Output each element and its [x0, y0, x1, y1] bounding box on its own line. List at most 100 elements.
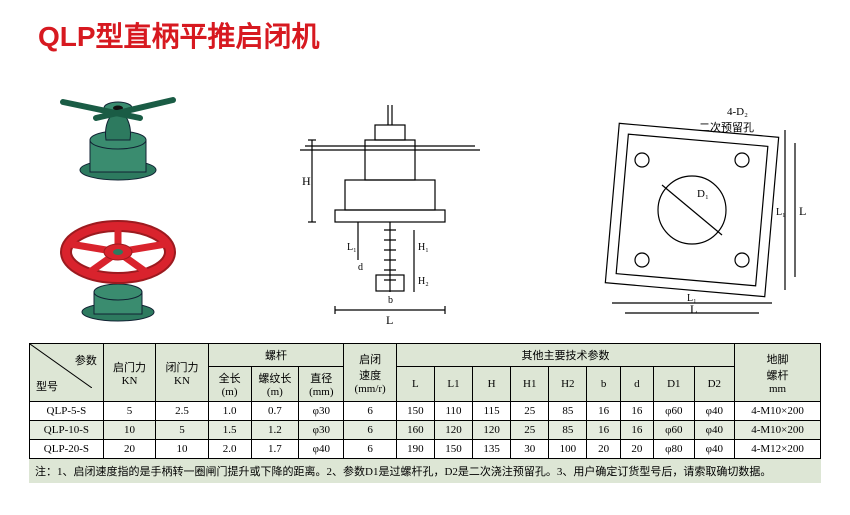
hdr-sub-H1: H1 [511, 367, 549, 402]
cell-thread: 1.7 [251, 440, 299, 459]
table-row: QLP-10-S1051.51.2φ30616012012025851616φ6… [30, 421, 821, 440]
cell-start: 10 [103, 421, 155, 440]
hdr-speed: 启闭 [359, 354, 381, 366]
cell-b: 16 [587, 421, 620, 440]
hdr-anchor: 地脚 [767, 354, 789, 366]
cell-anchor: 4-M10×200 [735, 402, 821, 421]
engineering-drawing-top: 4-D₂ 二次预留孔 D₁ L₁ L L₁ L [582, 85, 812, 315]
cell-D1: φ60 [654, 421, 695, 440]
cell-H1: 25 [511, 402, 549, 421]
product-photos [38, 70, 198, 330]
dim-H1: H₁ [418, 242, 429, 253]
hdr-thread-u: (m) [267, 386, 283, 398]
hdr-anchor-u: mm [769, 383, 786, 395]
figures-row: H L₁ H₁ H₂ d b L 4-D₂ 二次预留孔 [0, 65, 850, 335]
photo-straight-handle [38, 70, 198, 190]
table-row: QLP-20-S20102.01.7φ406190150135301002020… [30, 440, 821, 459]
cell-d: 16 [620, 402, 653, 421]
cell-d: 16 [620, 421, 653, 440]
dim-b: b [388, 295, 393, 306]
cell-speed: 6 [344, 440, 396, 459]
dim-H2: H₂ [418, 276, 429, 287]
hdr-sub-H2: H2 [549, 367, 587, 402]
footnote: 注：1、启闭速度指的是手柄转一圈闸门提升或下降的距离。2、参数D1是过螺杆孔，D… [29, 459, 821, 483]
spec-table: 参数 型号 启门力KN 闭门力KN 螺杆 启闭速度(mm/r) 其他主要技术参数… [29, 343, 821, 459]
cell-model: QLP-10-S [30, 421, 104, 440]
engineering-drawing-elevation: H L₁ H₁ H₂ d b L [198, 70, 582, 330]
hdr-close-u: KN [174, 375, 190, 387]
cell-L: 190 [396, 440, 434, 459]
cell-d: 20 [620, 440, 653, 459]
hdr-len: 全长 [219, 373, 241, 385]
hdr-speed-u: (mm/r) [355, 383, 386, 395]
cell-L: 150 [396, 402, 434, 421]
cell-start: 5 [103, 402, 155, 421]
cell-thread: 1.2 [251, 421, 299, 440]
cell-model: QLP-20-S [30, 440, 104, 459]
cell-len: 1.5 [208, 421, 251, 440]
cell-D2: φ40 [694, 402, 735, 421]
hdr-thread: 螺纹长 [258, 373, 291, 385]
cell-L1: 110 [434, 402, 472, 421]
cell-speed: 6 [344, 421, 396, 440]
dim-reserved: 二次预留孔 [699, 120, 754, 134]
cell-H2: 100 [549, 440, 587, 459]
dim-Lr: L [799, 204, 806, 218]
hdr-start-u: KN [122, 375, 138, 387]
hdr-start: 启门力 [113, 362, 146, 374]
cell-anchor: 4-M12×200 [735, 440, 821, 459]
hdr-sub-L1: L1 [434, 367, 472, 402]
dim-L1r: L₁ [776, 207, 786, 218]
hdr-sub-b: b [587, 367, 620, 402]
hdr-screw: 螺杆 [208, 344, 344, 367]
cell-len: 2.0 [208, 440, 251, 459]
dim-Lb: L [690, 302, 697, 315]
cell-H: 115 [473, 402, 511, 421]
hdr-dia-u: (mm) [309, 386, 333, 398]
hdr-sub-d: d [620, 367, 653, 402]
cell-dia: φ30 [299, 421, 344, 440]
photo-wheel-handle [38, 200, 198, 330]
dim-H: H [302, 174, 311, 188]
dim-D1: D₁ [697, 188, 709, 200]
cell-b: 20 [587, 440, 620, 459]
cell-D2: φ40 [694, 421, 735, 440]
dim-d: d [358, 262, 363, 273]
cell-D2: φ40 [694, 440, 735, 459]
cell-len: 1.0 [208, 402, 251, 421]
table-row: QLP-5-S52.51.00.7φ30615011011525851616φ6… [30, 402, 821, 421]
page-title: QLP型直柄平推启闭机 [0, 0, 850, 65]
cell-dia: φ30 [299, 402, 344, 421]
cell-H1: 30 [511, 440, 549, 459]
cell-close: 10 [156, 440, 208, 459]
hdr-sub-D2: D2 [694, 367, 735, 402]
cell-start: 20 [103, 440, 155, 459]
cell-close: 2.5 [156, 402, 208, 421]
hdr-sub-D1: D1 [654, 367, 695, 402]
dim-4D2: 4-D₂ [727, 106, 748, 118]
cell-H1: 25 [511, 421, 549, 440]
hdr-len-u: (m) [222, 386, 238, 398]
cell-L: 160 [396, 421, 434, 440]
cell-dia: φ40 [299, 440, 344, 459]
hdr-close: 闭门力 [165, 362, 198, 374]
cell-H2: 85 [549, 402, 587, 421]
dim-L: L [386, 313, 393, 327]
cell-D1: φ60 [654, 402, 695, 421]
hdr-anchor2: 螺杆 [767, 370, 789, 382]
cell-L1: 150 [434, 440, 472, 459]
cell-L1: 120 [434, 421, 472, 440]
cell-H: 135 [473, 440, 511, 459]
cell-model: QLP-5-S [30, 402, 104, 421]
hdr-dia: 直径 [310, 373, 332, 385]
cell-anchor: 4-M10×200 [735, 421, 821, 440]
cell-speed: 6 [344, 402, 396, 421]
cell-H: 120 [473, 421, 511, 440]
hdr-speed2: 速度 [359, 370, 381, 382]
hdr-sub-H: H [473, 367, 511, 402]
cell-b: 16 [587, 402, 620, 421]
hdr-other: 其他主要技术参数 [396, 344, 734, 367]
cell-D1: φ80 [654, 440, 695, 459]
cell-close: 5 [156, 421, 208, 440]
dim-L1v: L₁ [347, 242, 357, 253]
